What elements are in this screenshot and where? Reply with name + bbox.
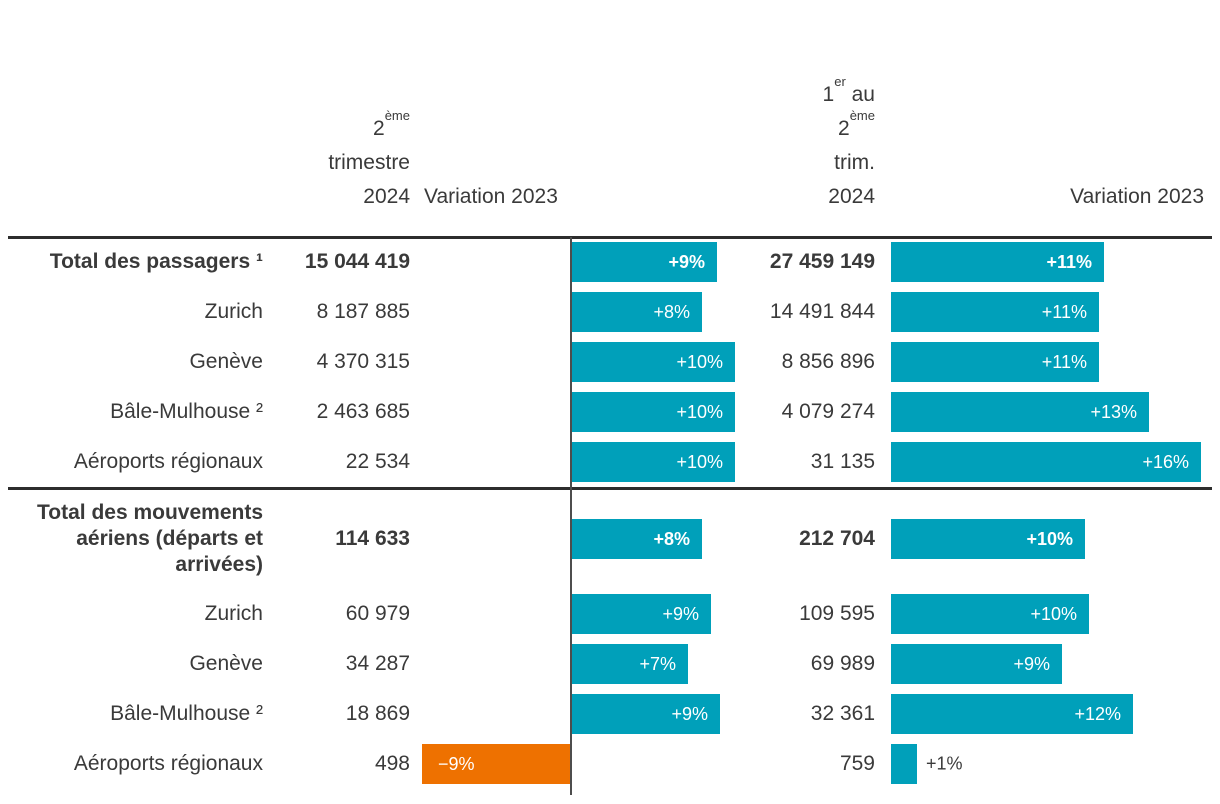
row-label: Zurich bbox=[204, 602, 263, 625]
q2-value: 34 287 bbox=[345, 652, 410, 675]
column-header-h1-2024: 1er au 2ème trim. 2024 bbox=[822, 75, 875, 214]
h1-variation-bar: +11% bbox=[891, 292, 1099, 332]
h1-variation-bar bbox=[891, 744, 917, 784]
table-row: Genève 4 370 315 +10% 8 856 896 +11% bbox=[0, 337, 1220, 387]
superscript-text: ème bbox=[849, 108, 875, 123]
variation-bar-label: +8% bbox=[653, 302, 690, 322]
h1-value: 109 595 bbox=[799, 602, 875, 625]
variation-bar-label: +11% bbox=[1041, 302, 1087, 322]
header-text: 2 bbox=[373, 117, 385, 140]
row-label: Zurich bbox=[204, 300, 263, 323]
q2-variation-bar: +9% bbox=[572, 594, 711, 634]
row-label: Bâle-Mulhouse ² bbox=[110, 702, 263, 725]
row-label: Aéroports régionaux bbox=[73, 752, 263, 775]
h1-value: 32 361 bbox=[810, 702, 875, 725]
h1-variation-bar: +11% bbox=[891, 242, 1104, 282]
q2-value: 60 979 bbox=[345, 602, 410, 625]
variation-bar-label: +11% bbox=[1046, 252, 1092, 272]
variation-bar-label: +11% bbox=[1041, 352, 1087, 372]
column-header-q2-2024: 2ème trimestre 2024 bbox=[328, 109, 410, 214]
superscript-text: ème bbox=[384, 108, 410, 123]
q2-variation-bar: +9% bbox=[572, 242, 717, 282]
h1-variation-bar: +10% bbox=[891, 519, 1085, 559]
section-divider-rule bbox=[8, 487, 1212, 490]
row-label: Total des mouvements aériens (départs et… bbox=[37, 501, 263, 576]
variation-bar-label: +10% bbox=[1030, 604, 1077, 624]
row-label: Genève bbox=[189, 350, 263, 373]
q2-variation-bar: +10% bbox=[572, 442, 735, 482]
variation-bar-label: +10% bbox=[676, 402, 723, 422]
row-label: Total des passagers ¹ bbox=[49, 250, 263, 273]
variation-bar-label: +8% bbox=[653, 529, 690, 549]
table-row: Zurich 60 979 +9% 109 595 +10% bbox=[0, 589, 1220, 639]
q2-value: 18 869 bbox=[345, 702, 410, 725]
q2-value: 114 633 bbox=[335, 527, 410, 550]
variation-bar-label: +10% bbox=[676, 352, 723, 372]
table-row: Zurich 8 187 885 +8% 14 491 844 +11% bbox=[0, 287, 1220, 337]
header-text: 2024 bbox=[828, 185, 875, 208]
q2-variation-bar: +8% bbox=[572, 292, 702, 332]
h1-value: 31 135 bbox=[810, 450, 875, 473]
column-header-variation-q2: Variation 2023 bbox=[424, 185, 558, 208]
q2-variation-bar: +8% bbox=[572, 519, 702, 559]
header-text: 2 bbox=[838, 117, 850, 140]
h1-variation-bar: +10% bbox=[891, 594, 1089, 634]
h1-value: 14 491 844 bbox=[769, 300, 875, 323]
q2-variation-bar: −9% bbox=[422, 744, 570, 784]
header-text: trim. bbox=[834, 151, 875, 174]
table-row: Bâle-Mulhouse ² 2 463 685 +10% 4 079 274 +13… bbox=[0, 387, 1220, 437]
variation-bar-label: +7% bbox=[639, 654, 676, 674]
header-text: trimestre bbox=[328, 151, 410, 174]
variation-bar-label: +16% bbox=[1142, 452, 1189, 472]
h1-value: 759 bbox=[839, 752, 875, 775]
table-row: Bâle-Mulhouse ² 18 869 +9% 32 361 +12% bbox=[0, 689, 1220, 739]
row-label: Bâle-Mulhouse ² bbox=[110, 400, 263, 423]
h1-variation-bar: +12% bbox=[891, 694, 1133, 734]
q2-variation-bar: +10% bbox=[572, 342, 735, 382]
variation-bar-label: +10% bbox=[1026, 529, 1073, 549]
h1-variation-bar: +13% bbox=[891, 392, 1149, 432]
table-row: Aéroports régionaux 22 534 +10% 31 135 +16% bbox=[0, 437, 1220, 487]
h1-value: 4 079 274 bbox=[781, 400, 875, 423]
row-label: Genève bbox=[189, 652, 263, 675]
h1-variation-bar: +9% bbox=[891, 644, 1062, 684]
h1-value: 69 989 bbox=[810, 652, 875, 675]
table-row: Total des mouvements aériens (départs et… bbox=[0, 489, 1220, 589]
h1-variation-bar: +16% bbox=[891, 442, 1201, 482]
header-text: 1 bbox=[822, 83, 835, 106]
h1-value: 8 856 896 bbox=[781, 350, 875, 373]
table-row: Genève 34 287 +7% 69 989 +9% bbox=[0, 639, 1220, 689]
row-label: Aéroports régionaux bbox=[73, 450, 263, 473]
variation-bar-label: +9% bbox=[1013, 654, 1050, 674]
variation-bar-label: −9% bbox=[438, 754, 475, 774]
variation-bar-label: +9% bbox=[668, 252, 705, 272]
superscript-text: er bbox=[834, 74, 846, 89]
variation-bar-label: +9% bbox=[662, 604, 699, 624]
q2-value: 8 187 885 bbox=[316, 300, 410, 323]
variation-bar-label: +12% bbox=[1074, 704, 1121, 724]
variation-bar-label: +13% bbox=[1090, 402, 1137, 422]
q2-variation-bar: +7% bbox=[572, 644, 688, 684]
top-rule bbox=[8, 236, 1212, 239]
header-text: au bbox=[845, 83, 875, 106]
q2-value: 498 bbox=[374, 752, 410, 775]
variation-bar-label: +9% bbox=[671, 704, 708, 724]
q2-value: 22 534 bbox=[345, 450, 410, 473]
q2-value: 15 044 419 bbox=[304, 250, 410, 273]
q2-variation-bar: +9% bbox=[572, 694, 720, 734]
column-header-variation-h1: Variation 2023 bbox=[1070, 185, 1204, 208]
q2-value: 4 370 315 bbox=[316, 350, 410, 373]
h1-value: 27 459 149 bbox=[769, 250, 875, 273]
table-row: Aéroports régionaux 498 −9% 759 +1% bbox=[0, 739, 1220, 789]
h1-value: 212 704 bbox=[799, 527, 875, 550]
variation-bar-label: +10% bbox=[676, 452, 723, 472]
table-row: Total des passagers ¹ 15 044 419 +9% 27 459… bbox=[0, 237, 1220, 287]
q2-variation-bar: +10% bbox=[572, 392, 735, 432]
header-text: 2024 bbox=[363, 185, 410, 208]
h1-variation-bar: +11% bbox=[891, 342, 1099, 382]
axis-line bbox=[570, 237, 572, 795]
variation-bar-label: +1% bbox=[926, 753, 963, 774]
q2-value: 2 463 685 bbox=[316, 400, 410, 423]
